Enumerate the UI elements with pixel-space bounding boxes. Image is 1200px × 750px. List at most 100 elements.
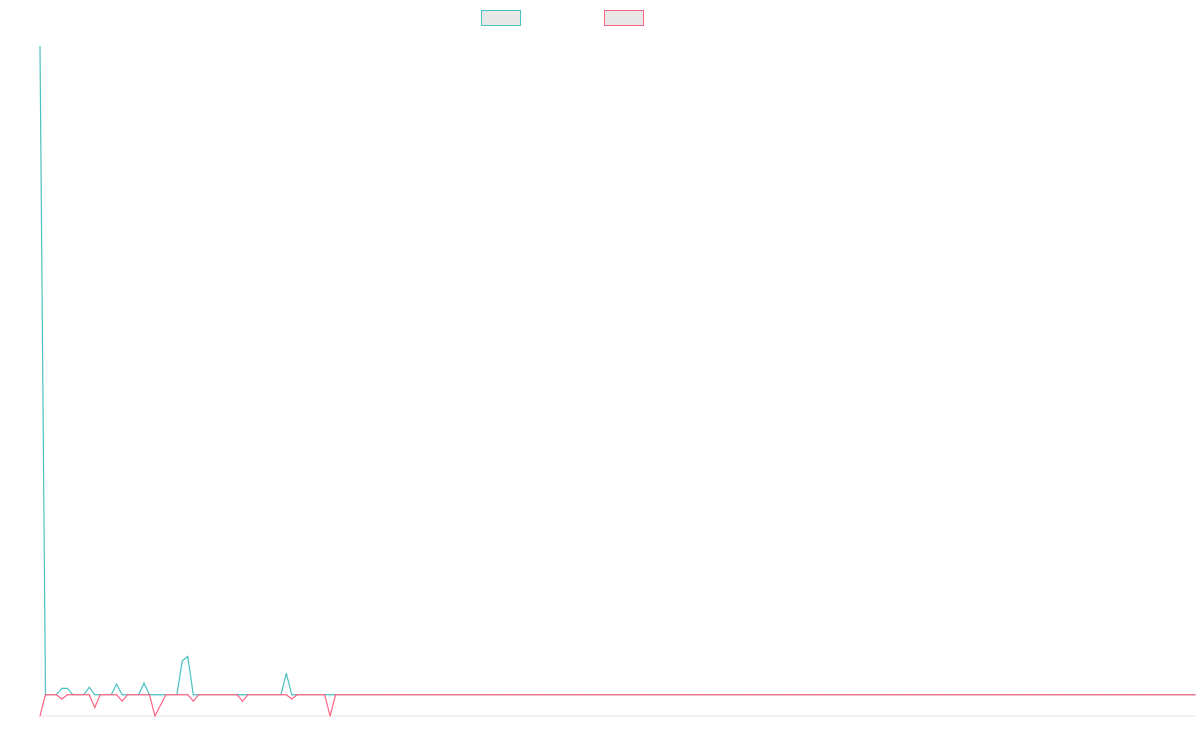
data-point[interactable]: [471, 694, 474, 696]
data-point[interactable]: [948, 694, 950, 696]
data-point[interactable]: [209, 694, 211, 696]
data-point[interactable]: [143, 682, 145, 684]
data-point[interactable]: [652, 694, 654, 696]
data-point[interactable]: [181, 660, 183, 662]
data-point[interactable]: [1145, 694, 1147, 696]
data-point[interactable]: [148, 694, 151, 696]
data-point[interactable]: [225, 694, 227, 696]
data-point[interactable]: [926, 694, 928, 696]
data-point[interactable]: [400, 694, 402, 696]
data-point[interactable]: [1112, 694, 1114, 696]
data-point[interactable]: [1052, 694, 1054, 696]
data-point[interactable]: [751, 694, 753, 696]
data-point[interactable]: [1024, 694, 1026, 696]
data-point[interactable]: [1041, 694, 1043, 696]
data-point[interactable]: [1073, 694, 1076, 696]
data-point[interactable]: [154, 715, 156, 717]
data-point[interactable]: [1046, 694, 1048, 696]
data-point[interactable]: [904, 694, 906, 696]
data-point[interactable]: [997, 694, 999, 696]
data-point[interactable]: [778, 694, 780, 696]
data-point[interactable]: [170, 694, 172, 696]
data-point[interactable]: [991, 694, 994, 696]
data-point[interactable]: [696, 694, 698, 696]
data-point[interactable]: [718, 694, 720, 696]
data-point[interactable]: [740, 694, 742, 696]
data-point[interactable]: [466, 694, 468, 696]
data-point[interactable]: [685, 694, 687, 696]
data-point[interactable]: [1117, 694, 1119, 696]
data-point[interactable]: [953, 694, 955, 696]
legend-swatch-series-1[interactable]: [481, 10, 521, 26]
data-point[interactable]: [772, 694, 775, 696]
data-point[interactable]: [362, 694, 364, 696]
data-point[interactable]: [444, 694, 446, 696]
data-point[interactable]: [657, 694, 660, 696]
data-point[interactable]: [761, 694, 764, 696]
data-point[interactable]: [439, 694, 441, 696]
data-point[interactable]: [674, 694, 676, 696]
data-point[interactable]: [1177, 694, 1180, 696]
data-point[interactable]: [1101, 694, 1103, 696]
data-point[interactable]: [783, 694, 786, 696]
data-point[interactable]: [406, 694, 408, 696]
data-point[interactable]: [214, 694, 216, 696]
data-point[interactable]: [893, 694, 895, 696]
data-point[interactable]: [581, 694, 583, 696]
data-point[interactable]: [1156, 694, 1158, 696]
data-point[interactable]: [324, 694, 326, 696]
data-point[interactable]: [811, 694, 813, 696]
data-point[interactable]: [679, 694, 682, 696]
data-point[interactable]: [280, 694, 282, 696]
data-point[interactable]: [707, 694, 709, 696]
data-point[interactable]: [1194, 694, 1196, 696]
data-point[interactable]: [83, 694, 85, 696]
data-point[interactable]: [865, 694, 868, 696]
data-point[interactable]: [838, 694, 840, 696]
data-point[interactable]: [230, 694, 233, 696]
data-point[interactable]: [1134, 694, 1136, 696]
data-point[interactable]: [1068, 694, 1070, 696]
data-point[interactable]: [570, 694, 572, 696]
data-point[interactable]: [1013, 694, 1015, 696]
data-point[interactable]: [1035, 694, 1037, 696]
data-point[interactable]: [597, 694, 599, 696]
data-point[interactable]: [964, 694, 966, 696]
data-point[interactable]: [592, 694, 594, 696]
data-point[interactable]: [192, 694, 194, 696]
data-point[interactable]: [203, 694, 205, 696]
data-point[interactable]: [942, 694, 944, 696]
data-point[interactable]: [77, 694, 79, 696]
data-point[interactable]: [1161, 694, 1163, 696]
data-point[interactable]: [1172, 694, 1174, 696]
data-point[interactable]: [1019, 694, 1021, 696]
data-point[interactable]: [105, 694, 107, 696]
data-point[interactable]: [559, 694, 561, 696]
data-point[interactable]: [263, 694, 266, 696]
data-point[interactable]: [723, 694, 725, 696]
data-point[interactable]: [50, 694, 52, 696]
data-point[interactable]: [192, 700, 194, 702]
data-point[interactable]: [553, 694, 556, 696]
data-point[interactable]: [844, 694, 846, 696]
data-point[interactable]: [116, 694, 118, 696]
data-point[interactable]: [729, 694, 731, 696]
data-point[interactable]: [564, 694, 567, 696]
data-point[interactable]: [198, 694, 200, 696]
data-point[interactable]: [302, 694, 304, 696]
data-point[interactable]: [258, 694, 260, 696]
data-point[interactable]: [482, 694, 484, 696]
data-point[interactable]: [187, 655, 189, 658]
data-point[interactable]: [88, 686, 90, 688]
data-point[interactable]: [99, 694, 101, 696]
data-point[interactable]: [94, 706, 96, 709]
data-point[interactable]: [334, 694, 337, 696]
data-point[interactable]: [61, 687, 63, 689]
data-point[interactable]: [313, 694, 315, 696]
data-point[interactable]: [44, 694, 47, 696]
data-point[interactable]: [800, 694, 802, 696]
data-point[interactable]: [625, 694, 627, 696]
data-point[interactable]: [734, 694, 736, 696]
data-point[interactable]: [608, 694, 610, 696]
data-point[interactable]: [165, 694, 167, 696]
